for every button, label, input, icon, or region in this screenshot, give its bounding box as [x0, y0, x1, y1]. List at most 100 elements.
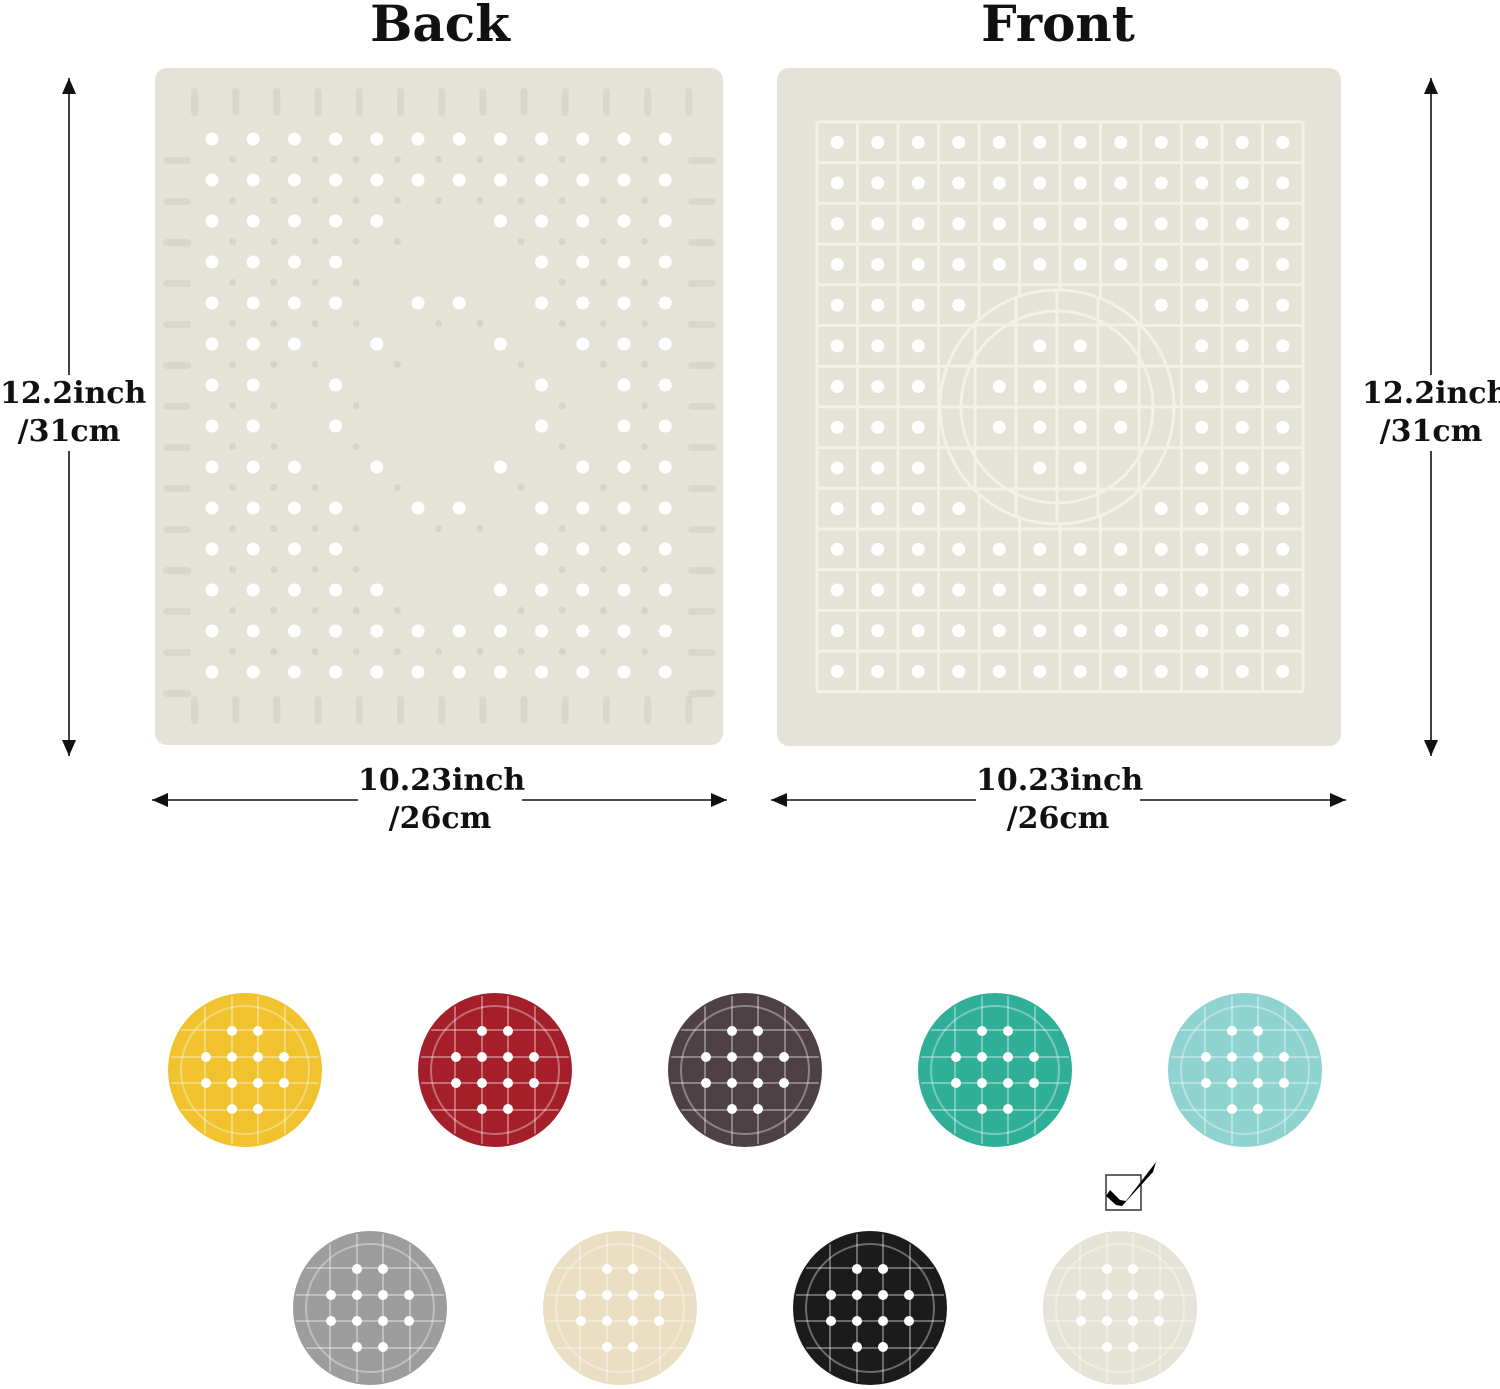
- swatch-hole: [378, 1342, 388, 1352]
- drain-hole: [246, 665, 260, 679]
- drain-hole: [329, 583, 343, 597]
- swatch-hole: [352, 1264, 362, 1274]
- drain-hole: [1114, 217, 1128, 231]
- drain-hole: [329, 665, 343, 679]
- swatch-hole: [253, 1078, 263, 1088]
- drain-hole: [871, 624, 885, 638]
- drain-hole: [1235, 176, 1249, 190]
- drain-hole: [830, 176, 844, 190]
- swatch-ring: [930, 1005, 1060, 1135]
- rib: [520, 88, 528, 116]
- bump: [270, 402, 278, 409]
- swatch-hole: [201, 1078, 211, 1088]
- color-swatch[interactable]: [918, 993, 1072, 1147]
- drain-hole: [911, 502, 925, 516]
- drain-hole: [992, 420, 1006, 434]
- rib: [688, 198, 716, 205]
- drain-hole: [911, 380, 925, 394]
- drain-hole: [871, 420, 885, 434]
- swatch-hole: [1253, 1052, 1263, 1062]
- drain-hole: [1033, 583, 1047, 597]
- swatch-hole: [326, 1316, 336, 1326]
- drain-hole: [1154, 135, 1168, 149]
- bump: [311, 320, 319, 327]
- drain-hole: [830, 135, 844, 149]
- height-inch: 12.2inch: [0, 376, 147, 411]
- swatch-hole: [779, 1052, 789, 1062]
- color-swatch[interactable]: [293, 1231, 447, 1385]
- drain-hole: [1235, 583, 1249, 597]
- bump: [558, 607, 566, 614]
- swatch-hole: [977, 1104, 987, 1114]
- drain-hole: [287, 460, 301, 474]
- bump: [229, 525, 237, 532]
- bump: [311, 566, 319, 573]
- swatch-hole: [977, 1052, 987, 1062]
- bump: [352, 320, 360, 327]
- front-width-label: 10.23inch /26cm: [976, 762, 1144, 838]
- swatch-hole: [1102, 1316, 1112, 1326]
- bump: [229, 197, 237, 204]
- rib: [163, 649, 191, 656]
- front-title: Front: [981, 0, 1135, 53]
- drain-hole: [1033, 542, 1047, 556]
- swatch-hole: [977, 1078, 987, 1088]
- drain-hole: [1235, 624, 1249, 638]
- color-swatch[interactable]: [168, 993, 322, 1147]
- drain-hole: [1073, 176, 1087, 190]
- drain-hole: [911, 217, 925, 231]
- bump: [229, 238, 237, 245]
- drain-hole: [205, 214, 219, 228]
- drain-hole: [576, 501, 590, 515]
- bump: [599, 238, 607, 245]
- drain-hole: [329, 624, 343, 638]
- bump: [558, 156, 566, 163]
- drain-hole: [205, 419, 219, 433]
- bump: [641, 484, 649, 491]
- drain-hole: [871, 257, 885, 271]
- drain-hole: [535, 173, 549, 187]
- color-swatch[interactable]: [1168, 993, 1322, 1147]
- drain-hole: [617, 583, 631, 597]
- color-swatch[interactable]: [668, 993, 822, 1147]
- drain-hole: [1235, 217, 1249, 231]
- swatch-hole: [1029, 1078, 1039, 1088]
- drain-hole: [1114, 624, 1128, 638]
- bump: [641, 443, 649, 450]
- drain-hole: [576, 296, 590, 310]
- rib: [163, 485, 191, 492]
- swatch-ring: [180, 1005, 310, 1135]
- bump: [229, 361, 237, 368]
- rib: [314, 696, 322, 724]
- color-swatch[interactable]: [543, 1231, 697, 1385]
- drain-hole: [411, 132, 425, 146]
- back-width-label: 10.23inch /26cm: [358, 762, 525, 838]
- drain-hole: [871, 461, 885, 475]
- drain-hole: [576, 132, 590, 146]
- arrow-head: [1424, 78, 1438, 94]
- color-swatch[interactable]: [1043, 1231, 1197, 1385]
- drain-hole: [911, 298, 925, 312]
- swatch-hole: [352, 1316, 362, 1326]
- drain-hole: [911, 420, 925, 434]
- swatch-disc: [918, 993, 1072, 1147]
- swatch-hole: [529, 1052, 539, 1062]
- drain-hole: [830, 624, 844, 638]
- drain-hole: [1235, 339, 1249, 353]
- drain-hole: [952, 298, 966, 312]
- bump: [599, 320, 607, 327]
- swatch-disc: [668, 993, 822, 1147]
- drain-hole: [576, 337, 590, 351]
- drain-hole: [535, 132, 549, 146]
- bump: [311, 484, 319, 491]
- drain-hole: [1235, 257, 1249, 271]
- drain-hole: [911, 176, 925, 190]
- bump: [599, 279, 607, 286]
- color-swatch[interactable]: [418, 993, 572, 1147]
- swatch-hole: [852, 1316, 862, 1326]
- drain-hole: [1114, 176, 1128, 190]
- bump: [476, 197, 484, 204]
- width-inch: 10.23inch: [976, 763, 1144, 798]
- color-swatch[interactable]: [793, 1231, 947, 1385]
- drain-hole: [246, 214, 260, 228]
